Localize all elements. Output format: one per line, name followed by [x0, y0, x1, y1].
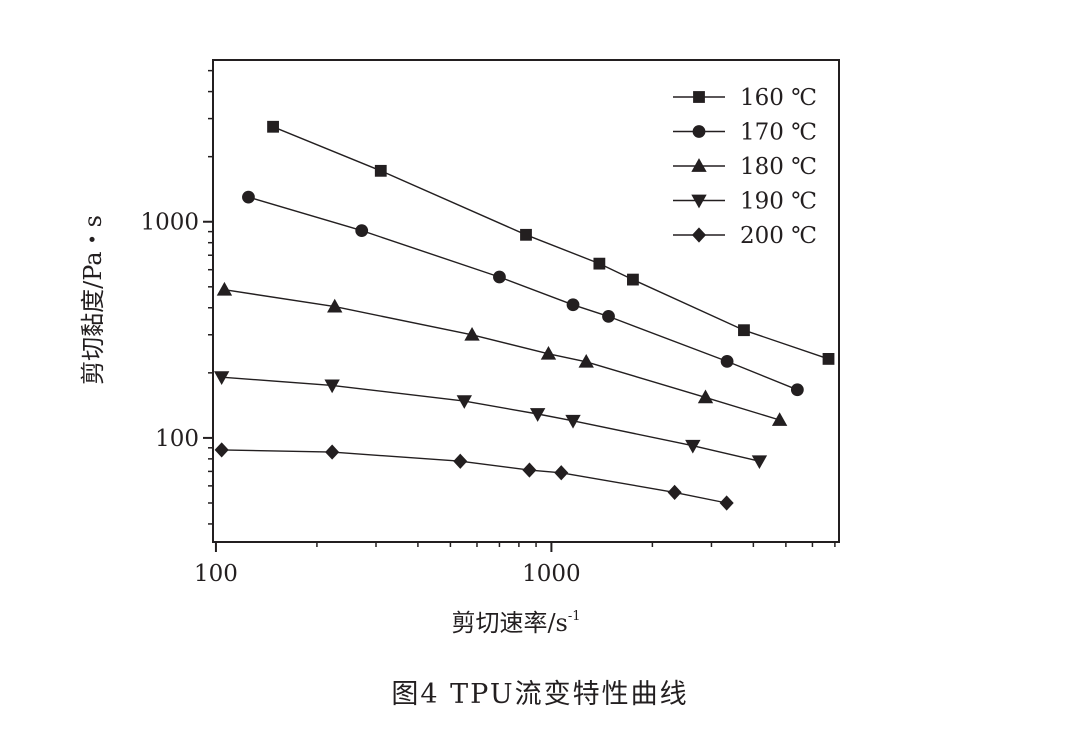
- legend-label: 180 ℃: [740, 154, 817, 180]
- series-3: [216, 281, 788, 426]
- series-layer: [213, 120, 835, 511]
- series-line: [221, 449, 727, 504]
- y-tick-label: 1000: [140, 210, 199, 236]
- data-point: [267, 120, 279, 133]
- data-point: [697, 389, 714, 404]
- data-point: [719, 495, 734, 511]
- data-point: [453, 453, 468, 469]
- data-point: [667, 484, 682, 500]
- x-axis-label: 剪切速率/s-1: [451, 609, 580, 637]
- data-point: [771, 412, 788, 426]
- legend-label: 170 ℃: [740, 120, 817, 146]
- data-point: [529, 408, 546, 422]
- data-point: [216, 281, 233, 296]
- data-point: [720, 354, 734, 368]
- legend-item: 180 ℃: [673, 154, 817, 180]
- legend-marker: [692, 125, 706, 138]
- data-point: [822, 353, 835, 365]
- legend-item: 160 ℃: [673, 85, 817, 111]
- legend-label: 200 ℃: [740, 223, 817, 249]
- series-1: [267, 120, 835, 365]
- data-point: [751, 455, 768, 470]
- minor-ticks: [208, 69, 836, 547]
- legend-marker: [693, 91, 705, 103]
- data-point: [540, 345, 557, 360]
- data-point: [325, 444, 340, 460]
- legend-marker: [691, 158, 707, 172]
- data-point: [324, 379, 340, 394]
- legend-item: 190 ℃: [673, 189, 817, 215]
- legend-label: 190 ℃: [740, 189, 817, 215]
- x-tick-label: 100: [194, 561, 238, 587]
- legend-marker: [691, 227, 707, 243]
- data-point: [578, 353, 594, 368]
- data-point: [602, 309, 615, 323]
- data-point: [565, 414, 581, 429]
- data-point: [554, 465, 569, 481]
- major-ticks: 100 1000 100 1000: [140, 210, 580, 587]
- data-point: [738, 324, 750, 337]
- data-point: [213, 371, 230, 385]
- data-point: [593, 257, 606, 270]
- data-point: [566, 298, 580, 312]
- data-point: [355, 224, 369, 237]
- legend: 160 ℃ 170 ℃ 180 ℃ 190 ℃ 200 ℃: [673, 85, 817, 249]
- series-4: [213, 371, 768, 470]
- data-point: [522, 462, 537, 478]
- figure-caption: 图4 TPU流变特性曲线: [391, 679, 689, 710]
- data-point: [464, 326, 480, 341]
- data-point: [520, 228, 532, 241]
- data-point: [374, 164, 387, 177]
- data-point: [790, 383, 804, 397]
- data-point: [327, 298, 343, 313]
- data-point: [685, 439, 701, 454]
- data-point: [627, 273, 639, 286]
- x-tick-label: 1000: [522, 561, 581, 587]
- data-point: [242, 190, 255, 204]
- legend-marker: [691, 194, 707, 209]
- y-tick-label: 100: [155, 426, 199, 452]
- data-point: [214, 442, 229, 458]
- series-5: [214, 442, 734, 511]
- data-point: [456, 395, 472, 409]
- y-axis-label: 剪切黏度/Pa・s: [79, 215, 107, 385]
- data-point: [493, 270, 506, 284]
- legend-item: 170 ℃: [673, 120, 817, 146]
- series-2: [242, 190, 804, 397]
- plot-frame: [212, 59, 840, 543]
- legend-item: 200 ℃: [673, 223, 817, 249]
- series-line: [248, 196, 798, 391]
- legend-label: 160 ℃: [740, 85, 817, 111]
